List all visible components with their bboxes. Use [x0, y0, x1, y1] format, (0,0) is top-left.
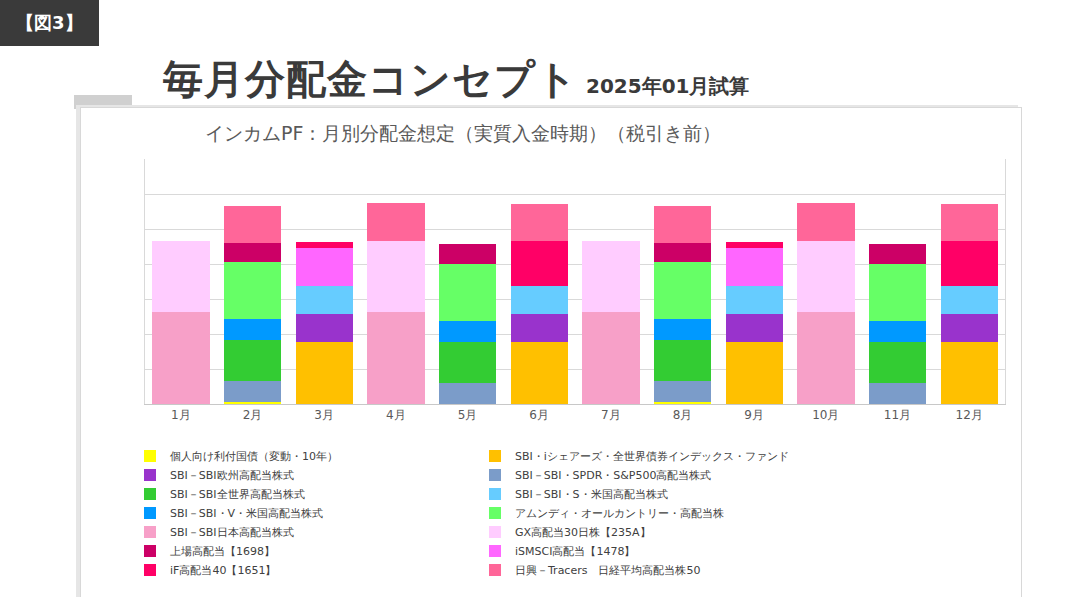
svg-text:iF高配当40【1651】: iF高配当40【1651】 [170, 564, 276, 577]
svg-text:iSMSCI高配当【1478】: iSMSCI高配当【1478】 [515, 545, 635, 558]
svg-text:6月: 6月 [529, 408, 549, 422]
svg-text:SBI－SBI・SPDR・S&P500高配当株式: SBI－SBI・SPDR・S&P500高配当株式 [515, 469, 711, 482]
svg-text:SBI－SBI・S・米国高配当株式: SBI－SBI・S・米国高配当株式 [515, 488, 668, 501]
svg-text:1月: 1月 [171, 408, 191, 422]
svg-text:4月: 4月 [386, 408, 406, 422]
svg-text:インカムPF：月別分配金想定（実質入金時期）（税引き前）: インカムPF：月別分配金想定（実質入金時期）（税引き前） [205, 122, 721, 144]
svg-text:個人向け利付国債（変動・10年）: 個人向け利付国債（変動・10年） [170, 450, 338, 463]
svg-text:SBI－SBI全世界高配当株式: SBI－SBI全世界高配当株式 [170, 488, 305, 501]
html-text:【図3】: 【図3】 [16, 12, 83, 33]
svg-text:7月: 7月 [601, 408, 621, 422]
svg-text:SBI－SBI日本高配当株式: SBI－SBI日本高配当株式 [170, 526, 294, 539]
svg-text:11月: 11月 [884, 408, 911, 422]
svg-text:日興－Tracers 日経平均高配当株50: 日興－Tracers 日経平均高配当株50 [515, 564, 700, 577]
svg-text:SBI－SBI欧州高配当株式: SBI－SBI欧州高配当株式 [170, 469, 294, 482]
svg-text:GX高配当30日株【235A】: GX高配当30日株【235A】 [515, 526, 651, 539]
svg-text:上場高配当【1698】: 上場高配当【1698】 [170, 545, 275, 558]
svg-text:5月: 5月 [458, 408, 478, 422]
svg-text:2月: 2月 [243, 408, 263, 422]
svg-text:10月: 10月 [812, 408, 839, 422]
svg-text:12月: 12月 [956, 408, 983, 422]
svg-text:SBI－SBI・V・米国高配当株式: SBI－SBI・V・米国高配当株式 [170, 507, 323, 520]
svg-text:3月: 3月 [314, 408, 334, 422]
svg-text:8月: 8月 [673, 408, 693, 422]
html-text:毎月分配金コンセプト 2025年01月試算: 毎月分配金コンセプト 2025年01月試算 [163, 56, 750, 102]
svg-text:アムンディ・オールカントリー・高配当株: アムンディ・オールカントリー・高配当株 [515, 507, 724, 520]
svg-text:9月: 9月 [744, 408, 764, 422]
svg-text:SBI・iシェアーズ・全世界債券インデックス・ファンド: SBI・iシェアーズ・全世界債券インデックス・ファンド [515, 450, 789, 463]
